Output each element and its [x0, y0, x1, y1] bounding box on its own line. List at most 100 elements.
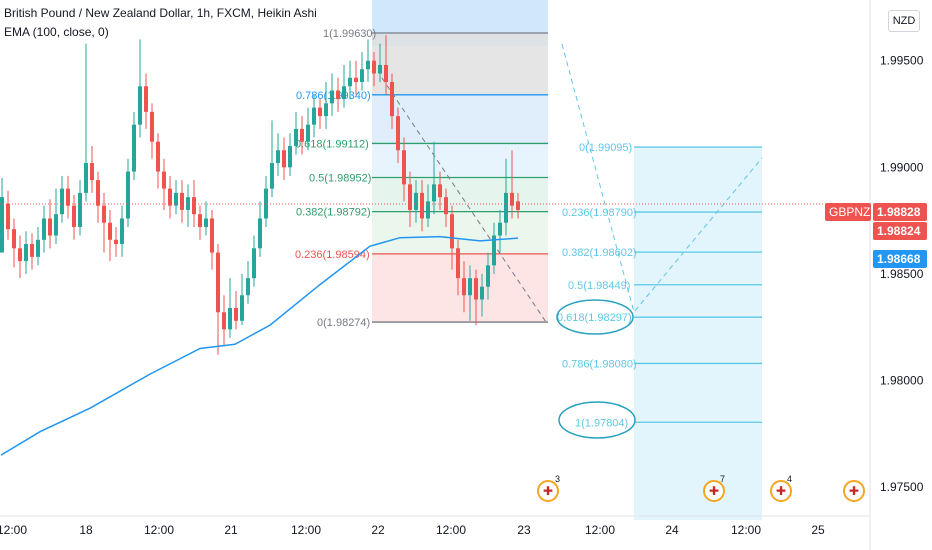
bear-candle: [282, 137, 286, 181]
bull-candle: [54, 188, 58, 245]
candle-series: [0, 35, 520, 355]
bull-candle: [120, 205, 124, 257]
bear-candle: [168, 175, 172, 219]
price-axis: 1.99500 1.99000 1.98500 1.98000 1.97500: [869, 0, 924, 550]
bear-candle: [444, 188, 448, 227]
bull-candle: [132, 111, 136, 181]
bull-candle: [306, 107, 310, 151]
bear-candle: [12, 218, 16, 268]
currency-button[interactable]: NZD: [888, 10, 920, 32]
time-tick-label: 12:00: [436, 523, 466, 537]
time-tick-label: 12:00: [144, 523, 174, 537]
bull-candle: [276, 133, 280, 176]
fib-zone: [372, 94, 548, 144]
uk-flag-icon[interactable]: ✚: [537, 480, 559, 502]
bull-candle: [240, 273, 244, 326]
uk-flag-icon[interactable]: ✚: [770, 480, 792, 502]
symbol-title: British Pound / New Zealand Dollar, 1h, …: [4, 6, 317, 20]
bull-candle: [204, 201, 208, 236]
fib-ext-label: 0.5(1.98449): [568, 280, 630, 292]
bear-candle: [516, 192, 520, 219]
bull-candle: [60, 175, 64, 223]
bear-candle: [402, 137, 406, 202]
bull-candle: [360, 52, 364, 91]
fib-ext-label: 0.786(1.98080): [562, 358, 637, 370]
ema-line: [0, 235, 519, 456]
fib-level-label: 0(1.98274): [317, 317, 370, 329]
uk-flag-icon[interactable]: ✚: [703, 480, 725, 502]
bear-candle: [150, 103, 154, 159]
ema-price-tag: 1.98668: [873, 250, 927, 268]
fib-ext-label: 0.236(1.98790): [562, 207, 637, 219]
bull-candle: [498, 209, 502, 253]
bear-candle: [216, 244, 220, 355]
bear-candle: [408, 171, 412, 227]
bull-candle: [330, 73, 334, 117]
bear-candle: [66, 175, 70, 219]
bear-candle: [96, 171, 100, 223]
bull-candle: [138, 39, 142, 138]
bid-price-tag: 1.98824: [873, 222, 927, 240]
bull-candle: [378, 43, 382, 83]
bear-candle: [144, 73, 148, 129]
bull-candle: [264, 175, 268, 227]
bear-candle: [6, 190, 10, 240]
fib-zone: [372, 177, 548, 212]
bull-candle: [426, 184, 430, 227]
fib-level-label: 0.618(1.99112): [295, 138, 369, 150]
bear-candle: [222, 295, 226, 347]
bear-candle: [396, 107, 400, 164]
bull-candle: [78, 180, 82, 236]
bear-candle: [114, 226, 118, 257]
bear-candle: [456, 239, 460, 296]
bull-candle: [312, 94, 316, 138]
price-tick-label: 1.99000: [880, 160, 924, 174]
bear-candle: [72, 195, 76, 240]
bull-candle: [324, 82, 328, 129]
bull-candle: [0, 177, 4, 253]
bull-candle: [36, 226, 40, 266]
bull-candle: [492, 222, 496, 274]
bull-candle: [228, 278, 232, 338]
highlight-circle: [558, 401, 636, 439]
bear-candle: [354, 60, 358, 95]
bear-candle: [102, 192, 106, 253]
bull-candle: [468, 265, 472, 321]
time-tick-label: 12:00: [0, 523, 27, 537]
event-count: 4: [787, 474, 793, 484]
uk-flag-icon[interactable]: ✚: [843, 480, 865, 502]
bear-candle: [180, 180, 184, 223]
bear-candle: [462, 261, 466, 313]
indicator-label[interactable]: EMA (100, close, 0): [4, 25, 109, 39]
bear-candle: [372, 52, 376, 87]
bear-candle: [336, 77, 340, 112]
time-axis: 12:00 18 12:00 21 12:00 22 12:00 23 12:00 24 12:00…: [0, 515, 870, 537]
bear-candle: [18, 235, 22, 279]
bull-candle: [288, 133, 292, 176]
fib-trend-line: [381, 77, 547, 323]
bear-candle: [384, 35, 388, 95]
bull-candle: [270, 120, 274, 198]
bull-candle: [294, 111, 298, 155]
bear-candle: [48, 199, 52, 249]
chart-legend: British Pound / New Zealand Dollar, 1h, …: [4, 4, 317, 42]
bear-candle: [90, 145, 94, 193]
highlight-circle: [556, 299, 634, 335]
last-price-tag: 1.98828: [873, 203, 927, 221]
bear-candle: [162, 158, 166, 210]
chart-overlays: [0, 203, 870, 456]
bull-candle: [126, 158, 130, 227]
time-tick-label: 12:00: [585, 523, 615, 537]
bull-candle: [252, 235, 256, 287]
bear-candle: [390, 73, 394, 129]
fib-level-label: 0.382(1.98792): [296, 207, 371, 219]
fib-level-label: 1(1.99630): [323, 28, 376, 40]
price-tick-label: 1.99500: [880, 54, 924, 68]
bull-candle: [42, 205, 46, 253]
time-tick-label: 18: [79, 523, 93, 537]
fib-zone: [372, 32, 548, 95]
fib-ext-zone: [634, 147, 762, 520]
time-tick-label: 23: [517, 523, 531, 537]
